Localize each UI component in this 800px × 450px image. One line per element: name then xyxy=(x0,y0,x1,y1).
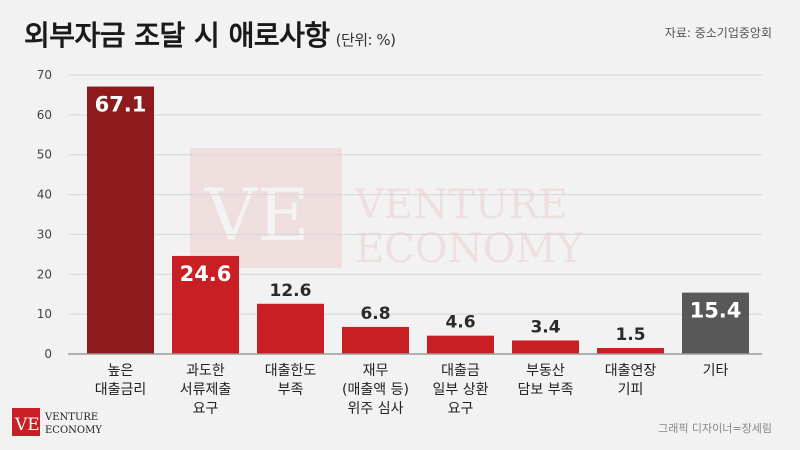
x-tick-label: 높은 xyxy=(108,363,134,379)
bar xyxy=(257,303,324,354)
bar xyxy=(342,326,409,354)
y-axis: 0 10 20 30 40 50 60 70 xyxy=(37,68,52,361)
logo-mark xyxy=(12,408,40,436)
x-tick-label: 부동산 xyxy=(526,363,565,379)
unit-label: (단위: %) xyxy=(335,31,396,49)
x-tick-label: 과도한 xyxy=(186,363,225,379)
bar xyxy=(682,292,749,354)
watermark: VE VENTURE ECONOMY xyxy=(190,148,583,272)
x-tick-label: 요구 xyxy=(193,401,219,417)
y-tick-label: 0 xyxy=(44,347,52,361)
data-label: 1.5 xyxy=(615,325,645,345)
x-tick-label: 재무 xyxy=(363,363,389,379)
data-label: 3.4 xyxy=(530,317,560,337)
bar xyxy=(597,348,664,354)
watermark-text-line1: VENTURE xyxy=(354,182,568,228)
x-tick-label: 대출금 xyxy=(441,363,480,379)
x-tick-label: 요구 xyxy=(448,401,474,417)
data-label: 6.8 xyxy=(360,304,390,324)
data-label: 15.4 xyxy=(690,299,742,323)
x-tick-label: 부족 xyxy=(278,382,304,398)
y-tick-label: 10 xyxy=(37,307,52,321)
credit-label: 그래픽 디자이너=장세림 xyxy=(658,422,772,435)
bar xyxy=(172,255,239,354)
x-tick-label: 위주 심사 xyxy=(348,401,404,417)
y-tick-label: 50 xyxy=(37,148,52,162)
watermark-logo-mark xyxy=(190,148,342,268)
y-tick-label: 40 xyxy=(37,188,52,202)
bar xyxy=(512,340,579,354)
data-label: 67.1 xyxy=(95,93,147,117)
x-tick-label: 대출연장 xyxy=(605,363,657,379)
data-label: 12.6 xyxy=(270,281,312,301)
x-tick-label: 기피 xyxy=(618,382,644,398)
y-tick-label: 30 xyxy=(37,227,52,241)
venture-economy-logo: VE VENTURE ECONOMY xyxy=(12,408,102,436)
bars: 67.1 24.6 12.6 6.8 4.6 3.4 1.5 15.4 xyxy=(87,86,749,355)
y-tick-label: 20 xyxy=(37,267,52,281)
x-tick-label: 대출금리 xyxy=(95,382,147,398)
gridlines xyxy=(68,74,762,315)
source-label: 자료: 중소기업중앙회 xyxy=(664,26,772,40)
bar xyxy=(87,86,154,355)
watermark-logo-letters: VE xyxy=(204,173,310,257)
logo-letters: VE xyxy=(14,415,40,435)
x-tick-label: 일부 상환 xyxy=(433,382,489,398)
data-label: 24.6 xyxy=(180,262,232,286)
logo-text-line1: VENTURE xyxy=(44,412,98,423)
y-tick-label: 60 xyxy=(37,108,52,122)
watermark-text-line2: ECONOMY xyxy=(355,226,583,272)
x-tick-label: 기타 xyxy=(703,363,729,379)
x-tick-label: 담보 부족 xyxy=(518,382,574,398)
logo-text-line2: ECONOMY xyxy=(45,425,102,436)
data-label: 4.6 xyxy=(445,313,475,333)
x-tick-label: (매출액 등) xyxy=(342,382,409,398)
x-tick-label: 대출한도 xyxy=(265,363,317,379)
title-text: 외부자금 조달 시 애로사항 xyxy=(24,19,330,52)
y-tick-label: 70 xyxy=(37,68,52,82)
page-title: 외부자금 조달 시 애로사항 (단위: %) xyxy=(24,14,396,54)
x-tick-label: 서류제출 xyxy=(180,382,232,398)
bar xyxy=(427,335,494,354)
